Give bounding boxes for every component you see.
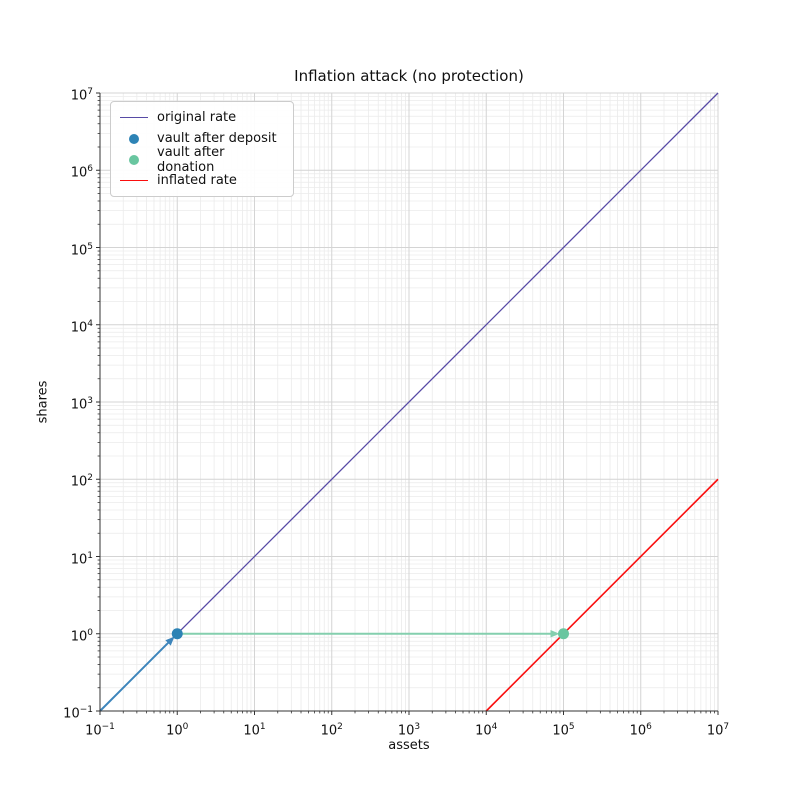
x-tick-label: 102 [320, 722, 343, 739]
legend-item-label: original rate [157, 110, 237, 125]
y-tick-label: 101 [70, 550, 93, 567]
legend: original rate vault after deposit vault af… [110, 101, 294, 197]
legend-item: vault after deposit [119, 128, 285, 149]
series-donation-arrow [177, 629, 560, 638]
legend-item: inflated rate [119, 170, 285, 191]
series-inflated-rate [485, 478, 719, 712]
x-tick-label: 104 [475, 722, 498, 739]
x-tick-label: 107 [706, 722, 730, 739]
series-vault-after-donation [558, 628, 569, 640]
legend-item-label: inflated rate [157, 173, 237, 188]
series-vault-after-deposit [171, 628, 183, 640]
series-original-rate [99, 92, 719, 712]
legend-line-swatch [119, 180, 149, 181]
y-tick-label: 102 [70, 473, 93, 490]
y-tick-label: 107 [70, 87, 93, 104]
x-tick-label: 103 [397, 722, 421, 739]
x-tick-label: 101 [243, 722, 266, 739]
legend-line-swatch [119, 117, 149, 118]
axis-ticks [96, 92, 719, 715]
chart-title: Inflation attack (no protection) [294, 67, 524, 85]
x-tick-label: 106 [629, 722, 652, 739]
y-tick-label: 10−1 [63, 705, 93, 722]
legend-item-label: vault after deposit [157, 131, 277, 146]
legend-dot-swatch [119, 133, 149, 144]
x-tick-label: 105 [552, 722, 575, 739]
y-tick-label: 103 [70, 396, 93, 413]
legend-item-label: vault after donation [157, 144, 225, 175]
y-tick-label: 105 [70, 241, 93, 258]
legend-dot-swatch [119, 154, 149, 165]
legend-item: vault after donation [119, 145, 285, 175]
legend-item: original rate [119, 107, 285, 128]
x-tick-label: 10−1 [85, 722, 115, 739]
x-axis-label: assets [388, 738, 430, 753]
x-tick-label: 100 [166, 722, 189, 739]
y-tick-label: 100 [70, 627, 93, 645]
y-tick-label: 106 [70, 164, 93, 181]
series-deposit-arrow [99, 636, 175, 712]
y-tick-label: 104 [70, 318, 93, 336]
